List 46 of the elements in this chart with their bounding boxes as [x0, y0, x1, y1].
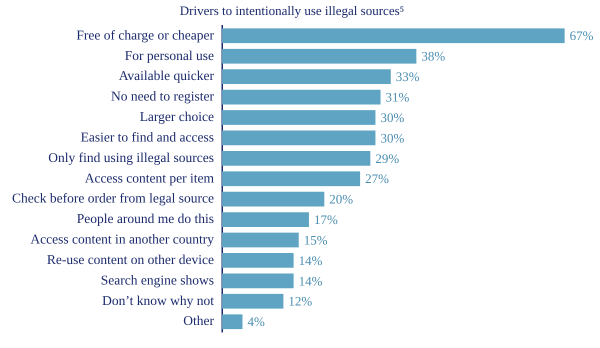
data-label: 14% [298, 252, 323, 268]
y-tick-label: Available quicker [118, 68, 215, 84]
bar [222, 110, 376, 125]
y-tick-label: Only find using illegal sources [48, 150, 214, 165]
data-label: 15% [304, 232, 328, 248]
y-tick-label: Don’t know why not [102, 292, 214, 308]
bar [222, 212, 309, 227]
y-tick-label: People around me do this [76, 211, 214, 226]
y-tick-label: Access content per item [84, 170, 215, 186]
bar [222, 90, 381, 104]
y-tick-label: Search engine shows [100, 272, 214, 288]
bar [222, 192, 324, 207]
y-tick-label: Larger choice [140, 109, 214, 124]
y-tick-label: Check before order from legal source [12, 190, 214, 206]
bar [222, 130, 376, 146]
bar [222, 294, 284, 309]
chart-title: Drivers to intentionally use illegal sources⁵ [180, 3, 404, 18]
y-tick-label: No need to register [110, 88, 215, 104]
y-tick-label: Easier to find and access [80, 129, 214, 144]
data-label: 30% [380, 130, 404, 146]
bar [222, 48, 416, 64]
data-label: 31% [386, 89, 410, 104]
data-label: 27% [365, 171, 390, 186]
bar [222, 69, 391, 84]
bar [222, 150, 370, 166]
data-label: 29% [375, 150, 400, 166]
bar [222, 28, 565, 44]
data-label: 4% [247, 314, 265, 330]
data-label: 14% [298, 273, 323, 288]
y-tick-label: Other [183, 313, 215, 328]
data-label: 30% [380, 110, 404, 125]
data-label: 17% [314, 212, 338, 228]
bar [222, 273, 294, 288]
y-tick-label: For personal use [124, 48, 214, 63]
data-label: 20% [329, 192, 354, 207]
bar [222, 314, 242, 330]
data-label: 33% [396, 69, 420, 84]
y-tick-label: Free of charge or cheaper [76, 27, 215, 42]
bar [222, 253, 294, 268]
data-label: 38% [421, 48, 446, 64]
bar [222, 171, 360, 186]
y-tick-label: Re-use content on other device [46, 252, 214, 267]
data-label: 67% [570, 28, 594, 44]
bar [222, 232, 299, 248]
y-tick-label: Access content in another country [30, 232, 214, 247]
data-label: 12% [288, 294, 312, 309]
